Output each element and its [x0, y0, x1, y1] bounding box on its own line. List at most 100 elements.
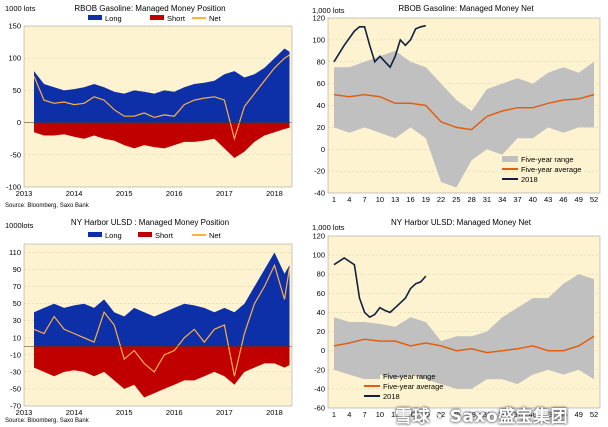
x-tick-label: 22 — [437, 410, 445, 419]
legend-2018-label: 2018 — [383, 392, 400, 401]
x-tick-label: 2013 — [16, 408, 33, 417]
legend-2018-label: 2018 — [521, 175, 538, 184]
x-tick-label: 28 — [467, 410, 475, 419]
y-tick-label: 30 — [13, 316, 21, 325]
chart-rbob-position: RBOB Gasoline: Managed Money Position 10… — [0, 0, 298, 210]
source-text: Source: Bloomberg, Saxo Bank — [5, 203, 90, 209]
legend-range-swatch — [502, 156, 518, 162]
y-tick-label: -50 — [10, 384, 21, 393]
legend-short-label: Short — [167, 14, 186, 23]
plot-frame — [23, 243, 293, 407]
legend-avg-label: Five-year average — [383, 382, 443, 391]
x-tick-label: 7 — [363, 195, 367, 204]
plot-frame — [23, 25, 293, 188]
y-tick-label: -10 — [10, 350, 21, 359]
x-tick-label: 31 — [483, 195, 491, 204]
series-marks — [327, 17, 601, 194]
x-tick-label: 1 — [332, 195, 336, 204]
x-tick-label: 34 — [498, 195, 506, 204]
legend-net-label: Net — [209, 14, 222, 23]
chart-title: NY Harbor ULSD : Managed Money Position — [71, 218, 229, 227]
y-tick-label: -70 — [10, 402, 21, 411]
y-ticks: 110 90 70 50 30 10 -10 -30 -50 -70 — [9, 248, 21, 410]
y-tick-label: 20 — [317, 327, 325, 336]
y-tick-label: -50 — [10, 150, 21, 159]
y-tick-label: 90 — [13, 265, 21, 274]
five-year-range-band — [334, 50, 594, 188]
x-tick-label: 2017 — [216, 408, 233, 417]
x-tick-label: 43 — [544, 410, 552, 419]
source-text: Source: Bloomberg, Saxo Bank — [5, 418, 90, 424]
y-ticks: 120 100 80 60 40 20 0 -20 -40 — [312, 14, 325, 198]
y-tick-label: -20 — [314, 167, 325, 176]
series-marks — [327, 235, 601, 409]
x-tick-label: 49 — [575, 410, 583, 419]
y-tick-label: 0 — [321, 145, 325, 154]
x-tick-label: 40 — [529, 410, 537, 419]
x-tick-label: 2015 — [116, 408, 133, 417]
legend-long-label: Long — [105, 14, 122, 23]
legend: Long Short Net — [88, 231, 222, 240]
y-tick-label: -100 — [6, 183, 21, 192]
legend-long-swatch — [88, 232, 102, 237]
x-tick-label: 13 — [391, 410, 399, 419]
y-tick-label: 50 — [13, 86, 21, 95]
rbob-position-svg: RBOB Gasoline: Managed Money Position 10… — [5, 4, 293, 209]
y-tick-label: -60 — [314, 404, 325, 413]
five-year-average-line — [333, 93, 595, 131]
legend: Five-year range Five-year average 2018 — [502, 155, 581, 184]
y-tick-label: 20 — [317, 123, 325, 132]
legend-range-swatch — [364, 373, 380, 379]
legend-range-label: Five-year range — [383, 372, 436, 381]
series-marks — [23, 25, 293, 188]
chart-rbob-net: RBOB Gasoline: Managed Money Net 1,000 l… — [306, 0, 604, 210]
x-tick-label: 16 — [406, 410, 414, 419]
y-tick-label: 10 — [13, 333, 21, 342]
x-tick-label: 2015 — [116, 189, 133, 198]
y-tick-label: -40 — [314, 384, 325, 393]
x-ticks: 2013 2014 2015 2016 2017 2018 — [16, 408, 283, 417]
x-tick-label: 46 — [559, 195, 567, 204]
y-tick-label: 40 — [317, 101, 325, 110]
y-tick-label: 40 — [317, 308, 325, 317]
long-area — [34, 252, 290, 347]
x-tick-label: 40 — [529, 195, 537, 204]
y-tick-label: -20 — [314, 365, 325, 374]
plot-frame — [327, 17, 601, 194]
y-tick-label: 60 — [317, 79, 325, 88]
x-ticks: 2013 2014 2015 2016 2017 2018 — [16, 189, 283, 198]
short-area — [34, 122, 290, 158]
y-tick-label: 100 — [8, 54, 21, 63]
x-tick-label: 2013 — [16, 189, 33, 198]
y-tick-label: 80 — [317, 270, 325, 279]
x-tick-label: 2014 — [66, 189, 83, 198]
unit-label: 1,000 lots — [312, 6, 345, 15]
x-tick-label: 22 — [437, 195, 445, 204]
x-tick-label: 25 — [452, 410, 460, 419]
x-tick-label: 43 — [544, 195, 552, 204]
chart-ulsd-position: NY Harbor ULSD : Managed Money Position … — [0, 214, 298, 424]
x-tick-label: 34 — [498, 410, 506, 419]
line-2018 — [333, 24, 426, 69]
legend-short-swatch — [150, 15, 164, 20]
chart-title: RBOB Gasoline: Managed Money Position — [74, 4, 225, 13]
ulsd-net-svg: NY Harbor ULSD: Managed Money Net 1,000 … — [312, 218, 601, 419]
net-line — [33, 263, 291, 377]
x-tick-label: 4 — [347, 195, 351, 204]
x-tick-label: 10 — [376, 195, 384, 204]
x-tick-label: 52 — [590, 195, 598, 204]
x-tick-label: 2017 — [216, 189, 233, 198]
line-2018 — [333, 257, 427, 319]
y-tick-label: 0 — [321, 346, 325, 355]
x-tick-label: 52 — [590, 410, 598, 419]
legend-range-label: Five-year range — [521, 155, 574, 164]
x-tick-label: 7 — [363, 410, 367, 419]
x-tick-label: 25 — [452, 195, 460, 204]
x-ticks: 1 4 7 10 13 16 19 22 25 28 31 34 37 40 43 46 49 52 — [332, 195, 598, 204]
x-tick-label: 28 — [467, 195, 475, 204]
x-tick-label: 2018 — [266, 408, 283, 417]
y-tick-label: 120 — [312, 14, 325, 23]
x-tick-label: 1 — [332, 410, 336, 419]
y-tick-label: -30 — [10, 367, 21, 376]
y-tick-label: 150 — [8, 22, 21, 31]
